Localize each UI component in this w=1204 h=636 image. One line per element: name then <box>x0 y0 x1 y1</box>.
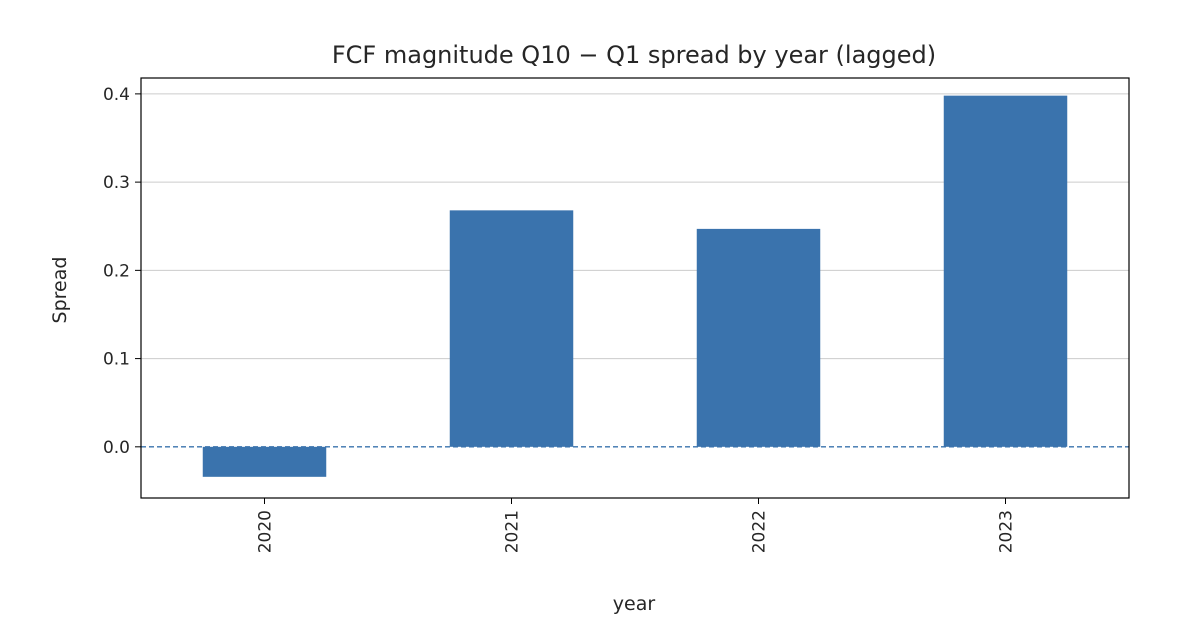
x-tick-label-2022: 2022 <box>750 510 770 553</box>
bar-2021 <box>449 210 574 447</box>
bar-2023 <box>943 95 1068 447</box>
y-tick-label: 0.0 <box>103 438 130 458</box>
y-axis-label: Spread <box>49 257 71 324</box>
x-tick-label-2020: 2020 <box>256 510 276 553</box>
y-tick-label: 0.1 <box>103 350 130 370</box>
plot-area-frame <box>140 77 1130 499</box>
x-tick-label-2021: 2021 <box>503 510 523 553</box>
y-tick-label: 0.3 <box>103 173 130 193</box>
y-tick-label: 0.2 <box>103 261 130 281</box>
y-axis-ticks: 0.0 0.1 0.2 0.3 0.4 <box>103 85 141 458</box>
bar-2022 <box>696 228 821 447</box>
bar-2020 <box>202 446 327 477</box>
x-axis-label: year <box>613 593 656 615</box>
x-axis-ticks: 2020 2021 2022 2023 <box>256 498 1017 553</box>
x-tick-label-2023: 2023 <box>997 510 1017 553</box>
bars <box>202 95 1068 477</box>
y-tick-label: 0.4 <box>103 85 130 105</box>
chart-title: FCF magnitude Q10 − Q1 spread by year (l… <box>332 41 936 69</box>
